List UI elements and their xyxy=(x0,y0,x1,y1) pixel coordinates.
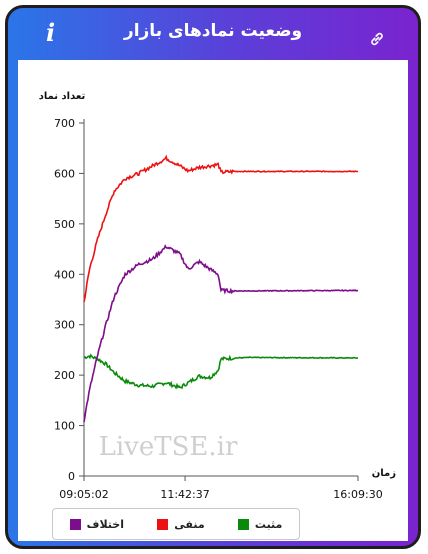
legend-swatch xyxy=(237,518,249,530)
y-tick-label: 100 xyxy=(54,420,75,433)
app-window: i وضعیت نمادهای بازار LiveTSE.ir تعداد نم… xyxy=(5,5,421,549)
chart-legend[interactable]: مثبت منفی اختلاف xyxy=(52,508,300,540)
legend-label: اختلاف xyxy=(86,517,124,531)
y-tick-label: 400 xyxy=(54,268,75,281)
y-tick-label: 600 xyxy=(54,167,75,180)
series-line xyxy=(83,154,359,302)
legend-label: منفی xyxy=(174,517,205,531)
y-tick-label: 300 xyxy=(54,319,75,332)
info-icon[interactable]: i xyxy=(46,18,56,47)
legend-item[interactable]: اختلاف xyxy=(69,517,124,531)
chart-panel: LiveTSE.ir تعداد نماد زمان 0 100 200 300 400 500… xyxy=(18,60,408,541)
x-tick-label: 09:05:02 xyxy=(59,488,108,500)
legend-label: مثبت xyxy=(254,517,283,531)
x-axis-label: زمان xyxy=(372,468,396,479)
page-title: وضعیت نمادهای بازار xyxy=(123,21,303,41)
market-status-chart: LiveTSE.ir تعداد نماد زمان 0 100 200 300 400 500… xyxy=(39,91,397,500)
y-tick-label: 500 xyxy=(54,218,75,231)
series-line xyxy=(83,353,359,390)
y-tick-label: 700 xyxy=(54,117,75,130)
legend-swatch xyxy=(69,518,81,530)
legend-item[interactable]: منفی xyxy=(157,517,205,531)
link-icon[interactable] xyxy=(368,30,386,48)
y-tick-label: 0 xyxy=(68,470,75,483)
watermark-text: LiveTSE.ir xyxy=(99,432,238,462)
legend-item[interactable]: مثبت xyxy=(237,517,283,531)
x-tick-label: 16:09:30 xyxy=(333,488,382,500)
x-tick-label: 11:42:37 xyxy=(160,488,209,500)
series-line xyxy=(83,244,359,423)
legend-swatch xyxy=(157,518,169,530)
y-axis-label: تعداد نماد xyxy=(39,91,86,102)
y-tick-label: 200 xyxy=(54,369,75,382)
header-bar: i وضعیت نمادهای بازار xyxy=(8,8,418,60)
